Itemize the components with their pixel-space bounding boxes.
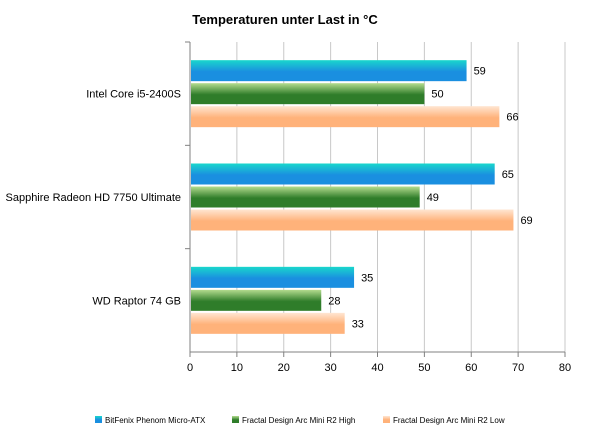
bar bbox=[191, 106, 500, 128]
x-tick-label: 20 bbox=[278, 362, 290, 374]
data-label: 33 bbox=[352, 318, 364, 330]
category-label: Sapphire Radeon HD 7750 Ultimate bbox=[6, 192, 182, 204]
data-label: 49 bbox=[427, 192, 439, 204]
legend-swatch bbox=[383, 416, 390, 423]
x-tick-label: 30 bbox=[325, 362, 337, 374]
category-label: WD Raptor 74 GB bbox=[92, 295, 181, 307]
data-label: 59 bbox=[474, 66, 486, 78]
data-label: 65 bbox=[502, 169, 514, 181]
data-label: 69 bbox=[520, 215, 532, 227]
x-tick-label: 10 bbox=[231, 362, 243, 374]
legend: BitFenix Phenom Micro-ATX Fractal Design … bbox=[95, 416, 505, 425]
bar bbox=[191, 83, 425, 105]
bar bbox=[191, 312, 345, 334]
legend-label: Fractal Design Arc Mini R2 High bbox=[242, 416, 355, 425]
bar bbox=[191, 289, 322, 311]
x-tick-label: 0 bbox=[187, 362, 193, 374]
legend-swatch bbox=[232, 416, 239, 423]
bar bbox=[191, 209, 514, 231]
category-label: Intel Core i5-2400S bbox=[86, 89, 181, 101]
x-tick-label: 60 bbox=[465, 362, 477, 374]
data-label: 66 bbox=[506, 112, 518, 124]
x-tick-label: 40 bbox=[371, 362, 383, 374]
x-tick-label: 50 bbox=[418, 362, 430, 374]
data-label: 50 bbox=[431, 89, 443, 101]
data-label: 35 bbox=[361, 272, 373, 284]
legend-label: BitFenix Phenom Micro-ATX bbox=[105, 416, 206, 425]
data-labels: 59 50 66 65 49 69 35 28 33 bbox=[328, 66, 532, 331]
bars bbox=[191, 60, 514, 334]
bar bbox=[191, 163, 495, 185]
bar bbox=[191, 266, 355, 288]
legend-swatch bbox=[95, 416, 102, 423]
x-tick-label: 80 bbox=[559, 362, 571, 374]
axes: 0 10 20 30 40 50 60 70 80 Intel Core i5-2400S Sapp… bbox=[6, 41, 571, 374]
bar bbox=[191, 60, 467, 82]
data-label: 28 bbox=[328, 295, 340, 307]
x-tick-label: 70 bbox=[512, 362, 524, 374]
legend-label: Fractal Design Arc Mini R2 Low bbox=[393, 416, 505, 425]
chart-title: Temperaturen unter Last in °C bbox=[192, 12, 378, 27]
bar bbox=[191, 186, 420, 208]
